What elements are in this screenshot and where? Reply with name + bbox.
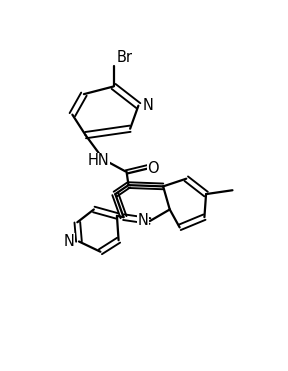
- Text: HN: HN: [88, 153, 110, 168]
- Text: Br: Br: [116, 49, 132, 65]
- Text: N: N: [143, 98, 154, 113]
- Text: O: O: [147, 161, 159, 176]
- Text: N: N: [138, 213, 149, 229]
- Text: N: N: [64, 234, 75, 249]
